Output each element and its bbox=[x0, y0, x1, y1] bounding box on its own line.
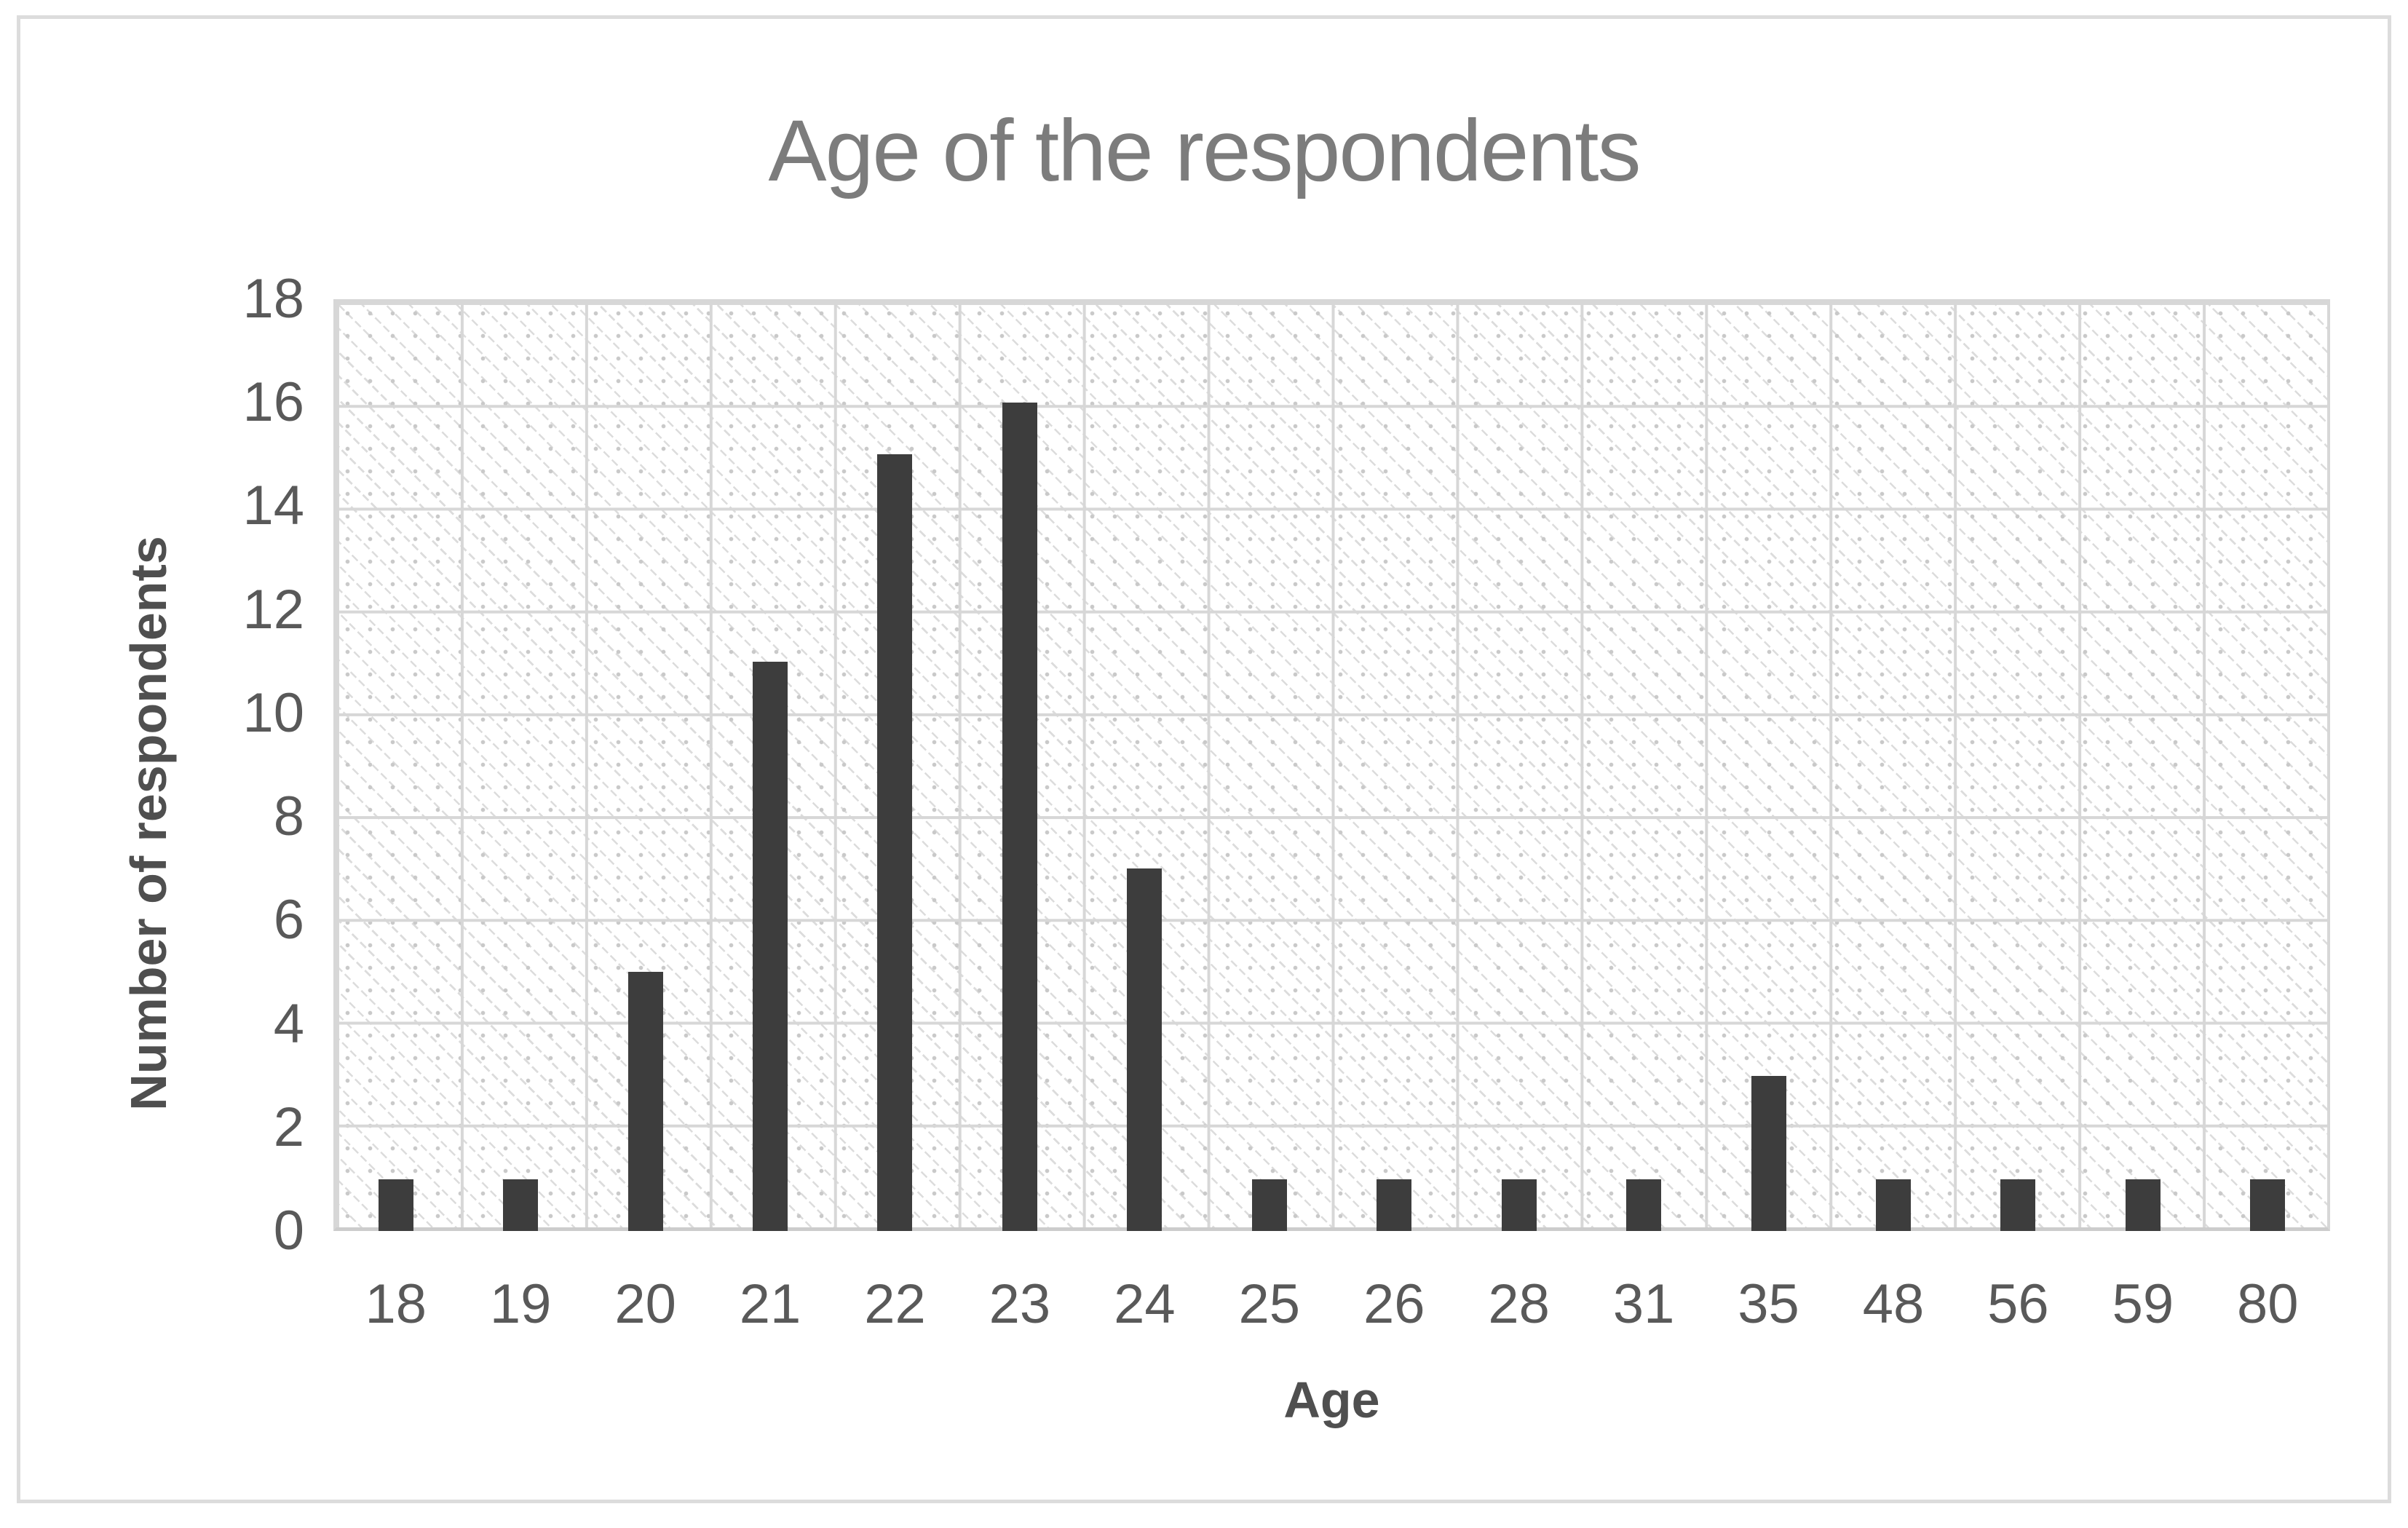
bar-age-31 bbox=[1626, 1179, 1662, 1231]
bar-age-28 bbox=[1501, 1179, 1537, 1231]
x-tick-label: 59 bbox=[2112, 1273, 2174, 1335]
x-tick-label: 21 bbox=[739, 1273, 801, 1335]
bar-age-21 bbox=[753, 661, 788, 1231]
bar-age-25 bbox=[1251, 1179, 1287, 1231]
bars-layer bbox=[333, 299, 2330, 1231]
bar-age-19 bbox=[503, 1179, 539, 1231]
bar-age-22 bbox=[877, 454, 913, 1231]
x-tick-label: 48 bbox=[1862, 1273, 1925, 1335]
y-tick-label: 10 bbox=[242, 681, 304, 744]
x-tick-label: 28 bbox=[1488, 1273, 1550, 1335]
chart-title: Age of the respondents bbox=[768, 102, 1641, 199]
y-tick-label: 6 bbox=[273, 889, 304, 951]
y-tick-label: 18 bbox=[242, 268, 304, 330]
bar-age-24 bbox=[1127, 868, 1163, 1231]
y-tick-label: 12 bbox=[242, 578, 304, 641]
bar-age-48 bbox=[1875, 1179, 1911, 1231]
y-axis-tick-labels: 0 2 4 6 8 10 12 14 16 18 bbox=[130, 272, 304, 1259]
x-tick-label: 31 bbox=[1612, 1273, 1675, 1335]
x-axis-tick-labels: 18 19 20 21 22 23 24 25 26 28 31 35 48 56 59 80 bbox=[333, 1277, 2330, 1342]
x-tick-label: 26 bbox=[1363, 1273, 1425, 1335]
y-tick-label: 8 bbox=[273, 785, 304, 848]
bar-age-59 bbox=[2125, 1179, 2161, 1231]
x-tick-label: 80 bbox=[2237, 1273, 2299, 1335]
plot-area bbox=[333, 299, 2330, 1231]
bar-age-80 bbox=[2250, 1179, 2286, 1231]
bar-age-26 bbox=[1377, 1179, 1412, 1231]
x-axis-title: Age bbox=[1283, 1371, 1380, 1428]
x-tick-label: 23 bbox=[989, 1273, 1051, 1335]
x-tick-label: 18 bbox=[365, 1273, 427, 1335]
x-tick-label: 20 bbox=[614, 1273, 676, 1335]
y-tick-label: 0 bbox=[273, 1200, 304, 1262]
bar-age-35 bbox=[1751, 1075, 1786, 1231]
chart-frame: Age of the respondents Number of respond… bbox=[17, 15, 2391, 1503]
y-tick-label: 4 bbox=[273, 992, 304, 1055]
x-tick-label: 22 bbox=[864, 1273, 926, 1335]
x-tick-label: 35 bbox=[1738, 1273, 1799, 1335]
bar-age-56 bbox=[2000, 1179, 2036, 1231]
bar-age-20 bbox=[627, 972, 663, 1231]
x-tick-label: 56 bbox=[1987, 1273, 2049, 1335]
bar-age-18 bbox=[378, 1179, 413, 1231]
y-tick-label: 2 bbox=[273, 1096, 304, 1158]
y-tick-label: 14 bbox=[242, 475, 304, 537]
x-tick-label: 19 bbox=[489, 1273, 552, 1335]
x-tick-label: 24 bbox=[1114, 1273, 1176, 1335]
x-tick-label: 25 bbox=[1238, 1273, 1301, 1335]
y-tick-label: 16 bbox=[242, 371, 304, 434]
bar-age-23 bbox=[1002, 403, 1037, 1231]
